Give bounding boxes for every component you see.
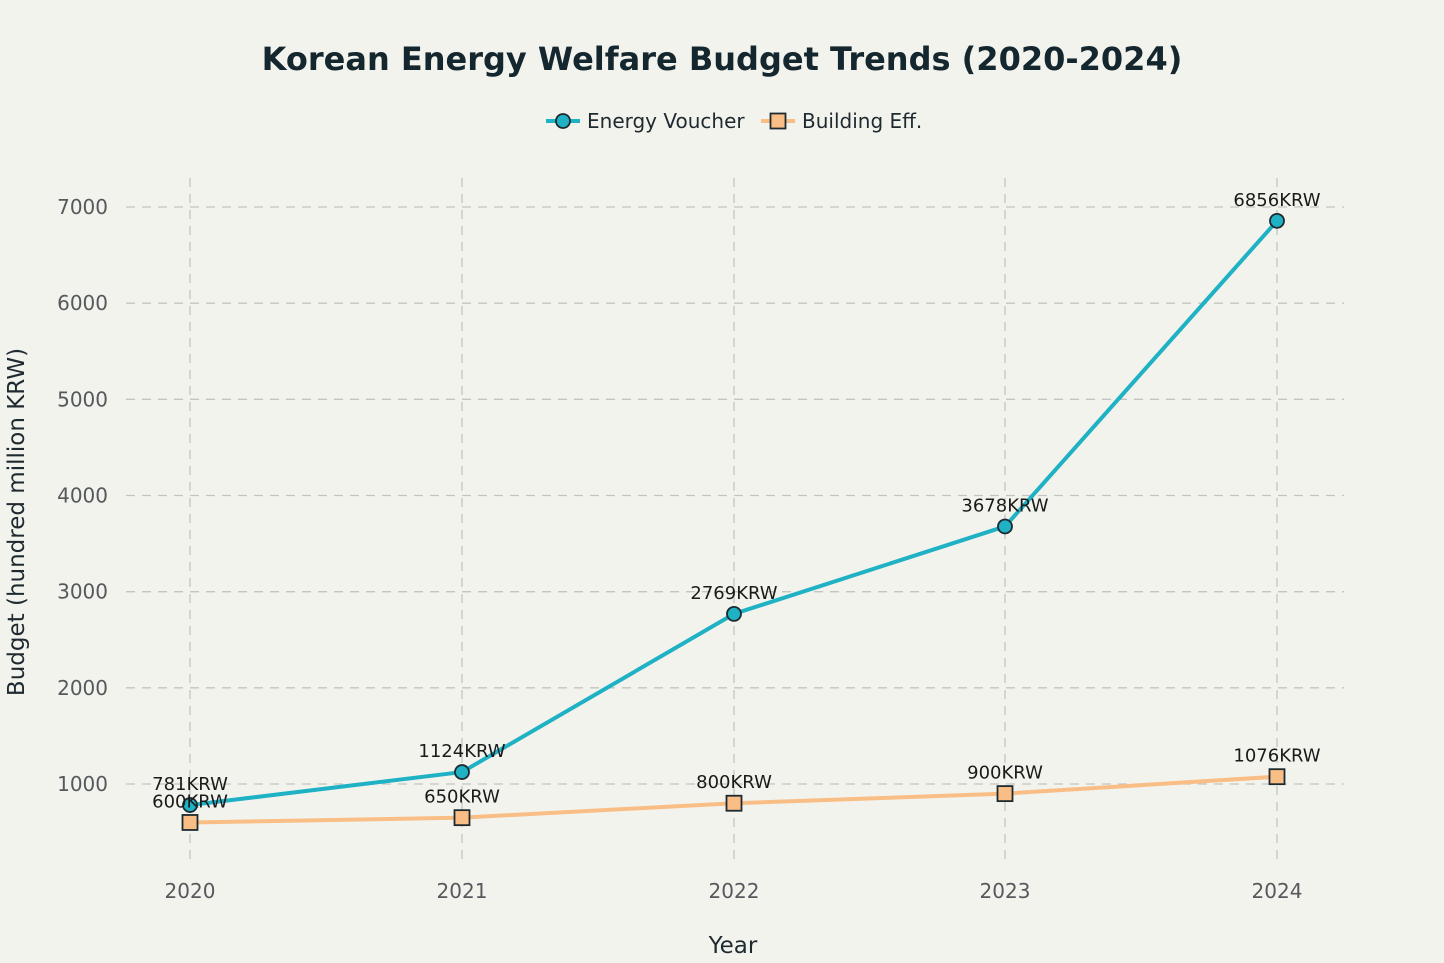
x-tick-label: 2020	[165, 879, 216, 903]
x-axis-title: Year	[708, 933, 758, 959]
y-tick-label: 5000	[57, 387, 108, 411]
data-label: 650KRW	[424, 787, 500, 808]
series-layer	[181, 212, 1286, 831]
data-label: 3678KRW	[961, 495, 1048, 516]
y-tick-label: 4000	[57, 484, 108, 508]
data-point-voucher	[726, 605, 742, 622]
x-tick-label: 2022	[709, 879, 760, 903]
legend-item-1: Building Eff.	[761, 109, 922, 133]
data-label: 2769KRW	[690, 583, 777, 604]
y-tick-label: 3000	[57, 580, 108, 604]
y-tick-label: 6000	[57, 291, 108, 315]
legend-label: Energy Voucher	[587, 109, 745, 133]
x-tick-label: 2021	[437, 879, 488, 903]
x-tick-label: 2024	[1252, 879, 1303, 903]
data-point-voucher	[997, 518, 1013, 535]
data-label: 781KRW	[152, 774, 228, 795]
y-tick-label: 7000	[57, 195, 108, 219]
data-label: 800KRW	[696, 772, 772, 793]
legend: Energy Voucher Building Eff.	[546, 109, 922, 133]
data-labels: 781KRW 1124KRW 2769KRW 3678KRW 6856KRW 600KRW…	[152, 190, 1321, 813]
legend-marker	[769, 112, 787, 130]
data-label: 900KRW	[967, 763, 1043, 784]
grid	[126, 178, 1344, 866]
data-label: 6856KRW	[1233, 190, 1320, 211]
y-tick-label: 2000	[57, 676, 108, 700]
data-label: 1076KRW	[1233, 746, 1320, 767]
data-label: 1124KRW	[418, 741, 505, 762]
y-axis-title: Budget (hundred million KRW)	[4, 348, 30, 696]
chart-title: Korean Energy Welfare Budget Trends (202…	[262, 40, 1183, 78]
data-label: 600KRW	[152, 791, 228, 812]
data-point-building	[996, 785, 1014, 803]
legend-item-0: Energy Voucher	[546, 109, 745, 133]
legend-label: Building Eff.	[802, 109, 922, 133]
data-point-voucher	[182, 797, 198, 813]
y-tick-label: 1000	[57, 772, 108, 796]
data-point-building	[453, 809, 471, 827]
data-point-building	[725, 794, 743, 812]
x-tick-label: 2023	[980, 879, 1031, 903]
data-point-building	[181, 814, 199, 831]
y-axis-ticks: 1000 2000 3000 4000 5000 6000 7000	[57, 195, 108, 796]
legend-marker	[555, 113, 571, 129]
data-point-voucher	[454, 764, 470, 780]
data-point-voucher	[1269, 212, 1285, 229]
data-point-building	[1268, 768, 1286, 786]
x-axis-ticks: 2020 2021 2022 2023 2024	[165, 879, 1303, 903]
